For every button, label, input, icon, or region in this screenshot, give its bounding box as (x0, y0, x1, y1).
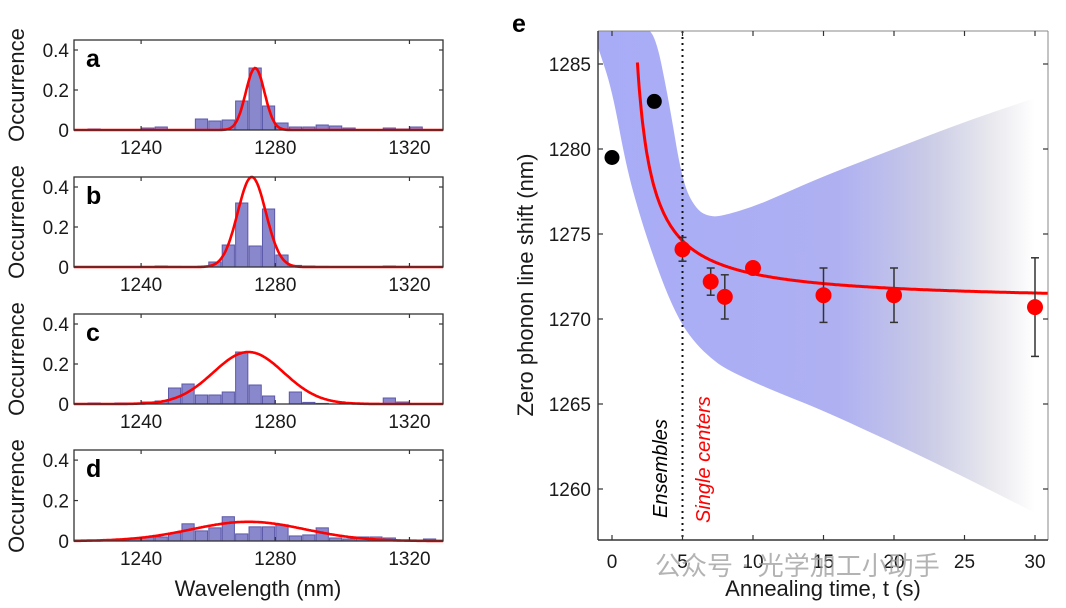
gaussian-fit-line (74, 520, 443, 543)
annotation-single-centers: Single centers (693, 396, 715, 523)
histogram-bar (221, 516, 235, 542)
ylabel-zpl: Zero phonon line shift (nm) (513, 154, 538, 417)
panel-letter-c: c (86, 319, 100, 347)
y-tick-label: 1275 (549, 225, 591, 246)
y-tick-label: 0.4 (43, 315, 70, 336)
histogram-bar (288, 391, 303, 405)
x-tick-label: 10 (742, 552, 763, 573)
y-tick-label: 0.2 (43, 492, 69, 513)
x-tick-label: 1240 (120, 275, 162, 296)
histogram-panel-b: 1240 1280 1320 0 0.2 0.4 b (43, 175, 444, 296)
histogram-bar (235, 351, 249, 405)
histogram-bar (261, 526, 276, 542)
single-center-point (1027, 299, 1043, 316)
watermark-text: 公众号 · 光学加工小助手 (655, 552, 940, 582)
axes-box (73, 39, 444, 131)
histogram-bar (261, 395, 276, 405)
histogram-panel-c: 1240 1280 1320 0 0.2 0.4 c (43, 313, 444, 433)
ensemble-point (604, 150, 620, 165)
x-tick-label: 25 (954, 552, 975, 573)
panel-letter-a: a (86, 45, 101, 73)
y-tick-label: 0 (58, 395, 69, 416)
single-center-point (815, 287, 832, 304)
y-tick-label: 1265 (549, 395, 591, 416)
y-tick-label: 0.4 (43, 178, 70, 199)
data-points (604, 93, 1043, 316)
y-tick-label: 1280 (549, 140, 591, 161)
single-center-point (716, 288, 733, 305)
y-tick-label: 1260 (549, 480, 591, 501)
histogram-bar (302, 534, 316, 542)
x-tick-label: 20 (883, 552, 904, 573)
x-tick-label: 1240 (120, 549, 162, 570)
histogram-panel-d: 1240 1280 1320 0 0.2 0.4 d (43, 449, 444, 570)
panel-e: 0 5 10 15 20 25 30 1260 1265 1270 1275 1280 1285 e E… (512, 10, 1049, 601)
histogram-bar (248, 526, 262, 542)
y-tick-label: 0 (58, 121, 69, 142)
histogram-bar (181, 523, 195, 542)
histogram-bar (235, 533, 249, 542)
histogram-bar (208, 394, 222, 405)
x-tick-label: 1240 (120, 412, 162, 433)
y-tick-label: 0 (58, 532, 69, 553)
histogram-bar (275, 524, 289, 542)
confidence-band (598, 31, 1035, 513)
axes-box (73, 449, 444, 542)
histogram-bar (208, 120, 222, 131)
y-tick-label: 0 (58, 258, 69, 279)
single-center-point (745, 260, 761, 276)
annotation-ensembles: Ensembles (650, 419, 672, 518)
y-tick-label: 0.2 (43, 81, 69, 102)
histogram-bar (194, 530, 209, 542)
xlabel-annealing: Annealing time, t (s) (725, 576, 921, 601)
axes-box (73, 176, 444, 268)
y-tick-label: 0.2 (43, 355, 69, 376)
x-tick-label: 15 (813, 552, 834, 573)
panel-letter-e: e (512, 10, 526, 38)
panel-letter-d: d (86, 455, 101, 483)
histogram-bar (194, 394, 209, 405)
x-tick-label: 1280 (254, 138, 296, 159)
histogram-bar (221, 391, 235, 405)
x-tick-label: 1280 (254, 549, 296, 570)
histogram-bar (248, 245, 262, 268)
histogram-bar (208, 527, 222, 542)
y-tick-label: 1285 (549, 55, 591, 76)
fit-curve (635, 62, 1048, 295)
histogram-bar (194, 118, 209, 131)
x-tick-label: 1320 (388, 549, 430, 570)
y-tick-label: 0.4 (43, 451, 70, 472)
x-tick-label: 1320 (388, 412, 430, 433)
x-tick-label: 1280 (254, 275, 296, 296)
x-tick-label: 30 (1024, 552, 1045, 573)
panel-e-axes: 0 5 10 15 20 25 30 1260 1265 1270 1275 1280 1285 (549, 30, 1049, 573)
ylabel-c: Occurrence (4, 302, 29, 416)
histogram-bar (288, 535, 303, 542)
ylabel-a: Occurrence (4, 28, 29, 142)
x-tick-label: 5 (677, 552, 688, 573)
y-tick-label: 1270 (549, 310, 591, 331)
ylabel-d: Occurrence (4, 439, 29, 553)
ensemble-point (646, 93, 662, 109)
single-center-point (886, 287, 902, 304)
single-center-point (702, 273, 719, 290)
histogram-panel-a: 1240 1280 1320 0 0.2 0.4 a (43, 39, 444, 159)
histogram-bar (248, 384, 262, 405)
ylabel-b: Occurrence (4, 165, 29, 279)
y-tick-label: 0.2 (43, 218, 69, 239)
occurrence-labels: Occurrence Occurrence Occurrence Occurre… (4, 28, 29, 553)
panel-letter-b: b (86, 182, 101, 210)
x-tick-label: 1320 (388, 275, 430, 296)
x-tick-label: 1280 (254, 412, 296, 433)
y-tick-label: 0.4 (43, 41, 70, 62)
histogram-panels: 1240 1280 1320 0 0.2 0.4 a 1240 1280 1320 0 0.2 0.4 b… (43, 39, 444, 570)
single-center-point (674, 241, 691, 258)
x-tick-label: 1320 (388, 138, 430, 159)
axes-box (73, 313, 444, 405)
xlabel-wavelength: Wavelength (nm) (175, 576, 342, 601)
x-tick-label: 0 (607, 552, 618, 573)
x-tick-label: 1240 (120, 138, 162, 159)
